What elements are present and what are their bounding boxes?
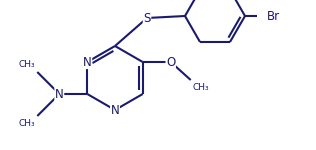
Text: Br: Br [266, 9, 280, 22]
Text: N: N [83, 56, 92, 69]
Text: CH₃: CH₃ [19, 60, 35, 69]
Text: O: O [166, 56, 175, 69]
Text: CH₃: CH₃ [19, 119, 35, 128]
Text: N: N [111, 103, 119, 117]
Text: CH₃: CH₃ [193, 83, 209, 92]
Text: N: N [55, 87, 64, 100]
Text: S: S [143, 12, 151, 24]
